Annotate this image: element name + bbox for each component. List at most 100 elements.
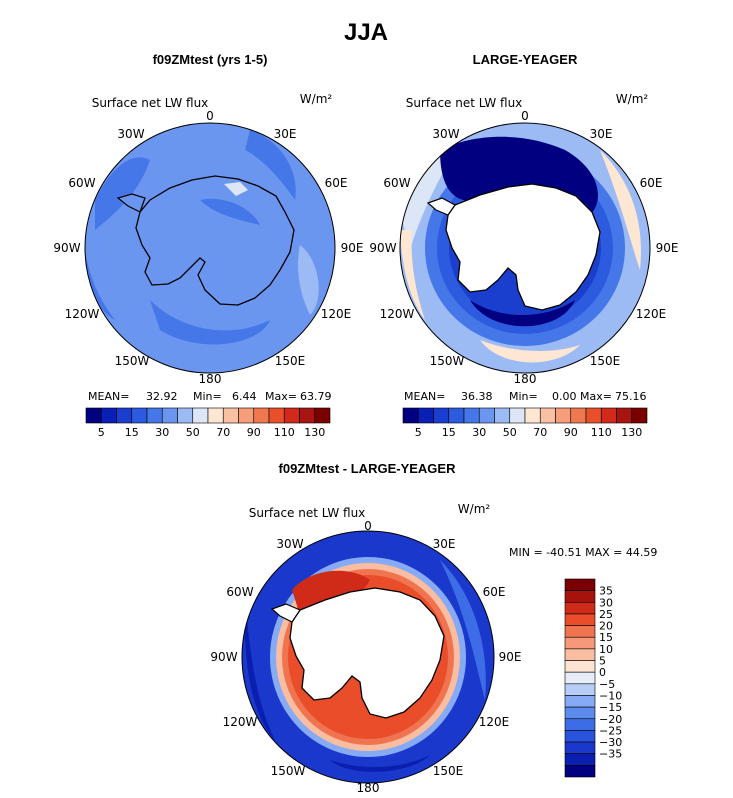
panel-3-lon-label: 120E (479, 715, 510, 729)
panel-1-colorbar-tick-label: 70 (216, 426, 230, 439)
panel-3-colorbar-swatch (564, 718, 596, 731)
panel-1-antarctica-coastline (135, 175, 295, 306)
panel-3-colorbar-swatch (564, 590, 596, 603)
panel-1-colorbar-swatch (268, 407, 285, 424)
panel-2-title: LARGE-YEAGER (473, 52, 578, 67)
panel-1-units: W/m² (300, 92, 333, 106)
panel-2-max-value: 75.16 (615, 390, 647, 403)
panel-1-colorbar-swatch (100, 407, 117, 424)
panel-3-colorbar-swatch (564, 636, 596, 650)
panel-1-colorbar-swatch (207, 407, 224, 424)
panel-2-colorbar-swatch (463, 407, 480, 424)
panel-3-lon-label: 30E (433, 537, 456, 551)
panel-3-colorbar-tick-label: −5 (599, 678, 615, 691)
panel-1-map-border (84, 122, 336, 374)
panel-2-lon-label: 150W (430, 354, 465, 368)
panel-1-peninsula (116, 193, 146, 213)
panel-3-field-patch (440, 560, 486, 700)
panel-1-colorbar-swatch (116, 407, 133, 424)
panel-2-variable-label: Surface net LW flux (406, 96, 523, 110)
panel-2-min-value: 0.00 (552, 390, 577, 403)
panel-2-max-label: Max= (580, 390, 612, 403)
panel-1-colorbar-swatch (131, 407, 148, 424)
panel-2-field-patch (480, 340, 580, 363)
panel-2-colorbar-swatch (433, 407, 450, 424)
panel-1-colorbar-swatch (85, 407, 102, 424)
panel-3-colorbar-tick-label: 25 (599, 608, 613, 621)
panel-2-colorbar-swatch (417, 407, 434, 424)
panel-1-colorbar-swatch (314, 407, 331, 424)
panel-2-colorbar-swatch (478, 407, 495, 424)
panel-3: f09ZMtest - LARGE-YEAGER Surface net LW … (210, 461, 657, 795)
panel-3-colorbar-tick-label: −10 (599, 689, 622, 702)
panel-3-lon-label: 60W (226, 585, 253, 599)
panel-3-minmax: MIN = -40.51 MAX = 44.59 (509, 546, 657, 559)
panel-2-peninsula (426, 197, 456, 216)
panel-3-colorbar-tick-label: −30 (599, 736, 622, 749)
panel-2-map-border (399, 122, 651, 374)
panel-3-colorbar-tick-label: 35 (599, 585, 613, 598)
panel-2-colorbar-swatch (524, 407, 541, 424)
panel-3-colorbar-tick-label: 20 (599, 620, 613, 633)
panel-2-colorbar-tick-label: 30 (472, 426, 486, 439)
figure-title: JJA (344, 19, 388, 46)
panel-1-lon-label: 0 (206, 109, 214, 123)
panel-3-colorbar-tick-label: 10 (599, 643, 613, 656)
panel-3-colorbar-swatch (564, 741, 596, 755)
panel-2-colorbar-swatch (448, 407, 465, 424)
panel-3-colorbar-swatch (564, 601, 596, 615)
panel-1-variable-label: Surface net LW flux (92, 96, 209, 110)
panel-3-map-border (241, 530, 495, 784)
panel-2-min-label: Min= (509, 390, 538, 403)
panel-2-colorbar-swatch (494, 407, 511, 424)
panel-3-lon-label: 90E (499, 650, 522, 664)
panel-3-colorbar-tick-label: 0 (599, 666, 606, 679)
panel-3-lon-label: 90W (210, 650, 237, 664)
panel-1-field-patch (224, 182, 248, 196)
panel-1: f09ZMtest (yrs 1-5) Surface net LW flux … (53, 52, 363, 439)
panel-2-colorbar-swatch (631, 407, 648, 424)
panel-3-colorbar-swatch (564, 695, 596, 708)
panel-3-colorbar-swatch (564, 706, 596, 720)
panel-2-mean-value: 36.38 (461, 390, 493, 403)
panel-1-colorbar-tick-label: 50 (186, 426, 200, 439)
panel-1-colorbar-tick-label: 15 (125, 426, 139, 439)
panel-3-lon-label: 0 (364, 519, 372, 533)
panel-2-lon-label: 0 (521, 109, 529, 123)
panel-1-lon-label: 120W (65, 307, 100, 321)
panel-2-colorbar-tick-label: 130 (621, 426, 642, 439)
panel-1-map (85, 123, 335, 373)
panel-3-colorbar-swatch (564, 613, 596, 626)
panel-2-colorbar-swatch (616, 407, 633, 424)
panel-2-lon-label: 30W (432, 127, 459, 141)
panel-2-lon-label: 120E (636, 307, 667, 321)
panel-2-lon-label: 60W (383, 176, 410, 190)
panel-1-colorbar-swatch (177, 407, 194, 424)
panel-2-field-patch (470, 300, 575, 327)
panel-3-title: f09ZMtest - LARGE-YEAGER (279, 461, 457, 476)
panel-3-colorbar-tick-label: −15 (599, 701, 622, 714)
panel-2-colorbar-swatch (570, 407, 587, 424)
panel-2-field-patch (400, 230, 425, 320)
panel-1-colorbar: 5 15 30 50 70 90 110 130 (85, 407, 331, 439)
panel-1-min-value: 6.44 (232, 390, 257, 403)
panel-3-colorbar-swatch (564, 660, 596, 673)
panel-1-field-patch (298, 245, 319, 315)
panel-3-lon-label: 150E (433, 764, 464, 778)
panel-1-colorbar-swatch (283, 407, 300, 424)
panel-3-colorbar-swatch (564, 683, 596, 696)
panel-2-antarctica-coastline (445, 183, 601, 311)
panel-2-colorbar-tick-label: 15 (442, 426, 456, 439)
panel-1-mean-value: 32.92 (146, 390, 178, 403)
panel-3-variable-label: Surface net LW flux (249, 506, 366, 520)
panel-2-map (400, 123, 650, 373)
panel-2-colorbar: 5 15 30 50 70 90 110 130 (402, 407, 648, 439)
panel-2-lon-label: 180 (514, 372, 537, 386)
panel-1-lon-label: 60E (325, 176, 348, 190)
panel-1-colorbar-tick-label: 5 (98, 426, 105, 439)
panel-3-colorbar-swatch (564, 753, 596, 766)
panel-2-field-patch (600, 150, 641, 270)
panel-1-colorbar-swatch (146, 407, 163, 424)
